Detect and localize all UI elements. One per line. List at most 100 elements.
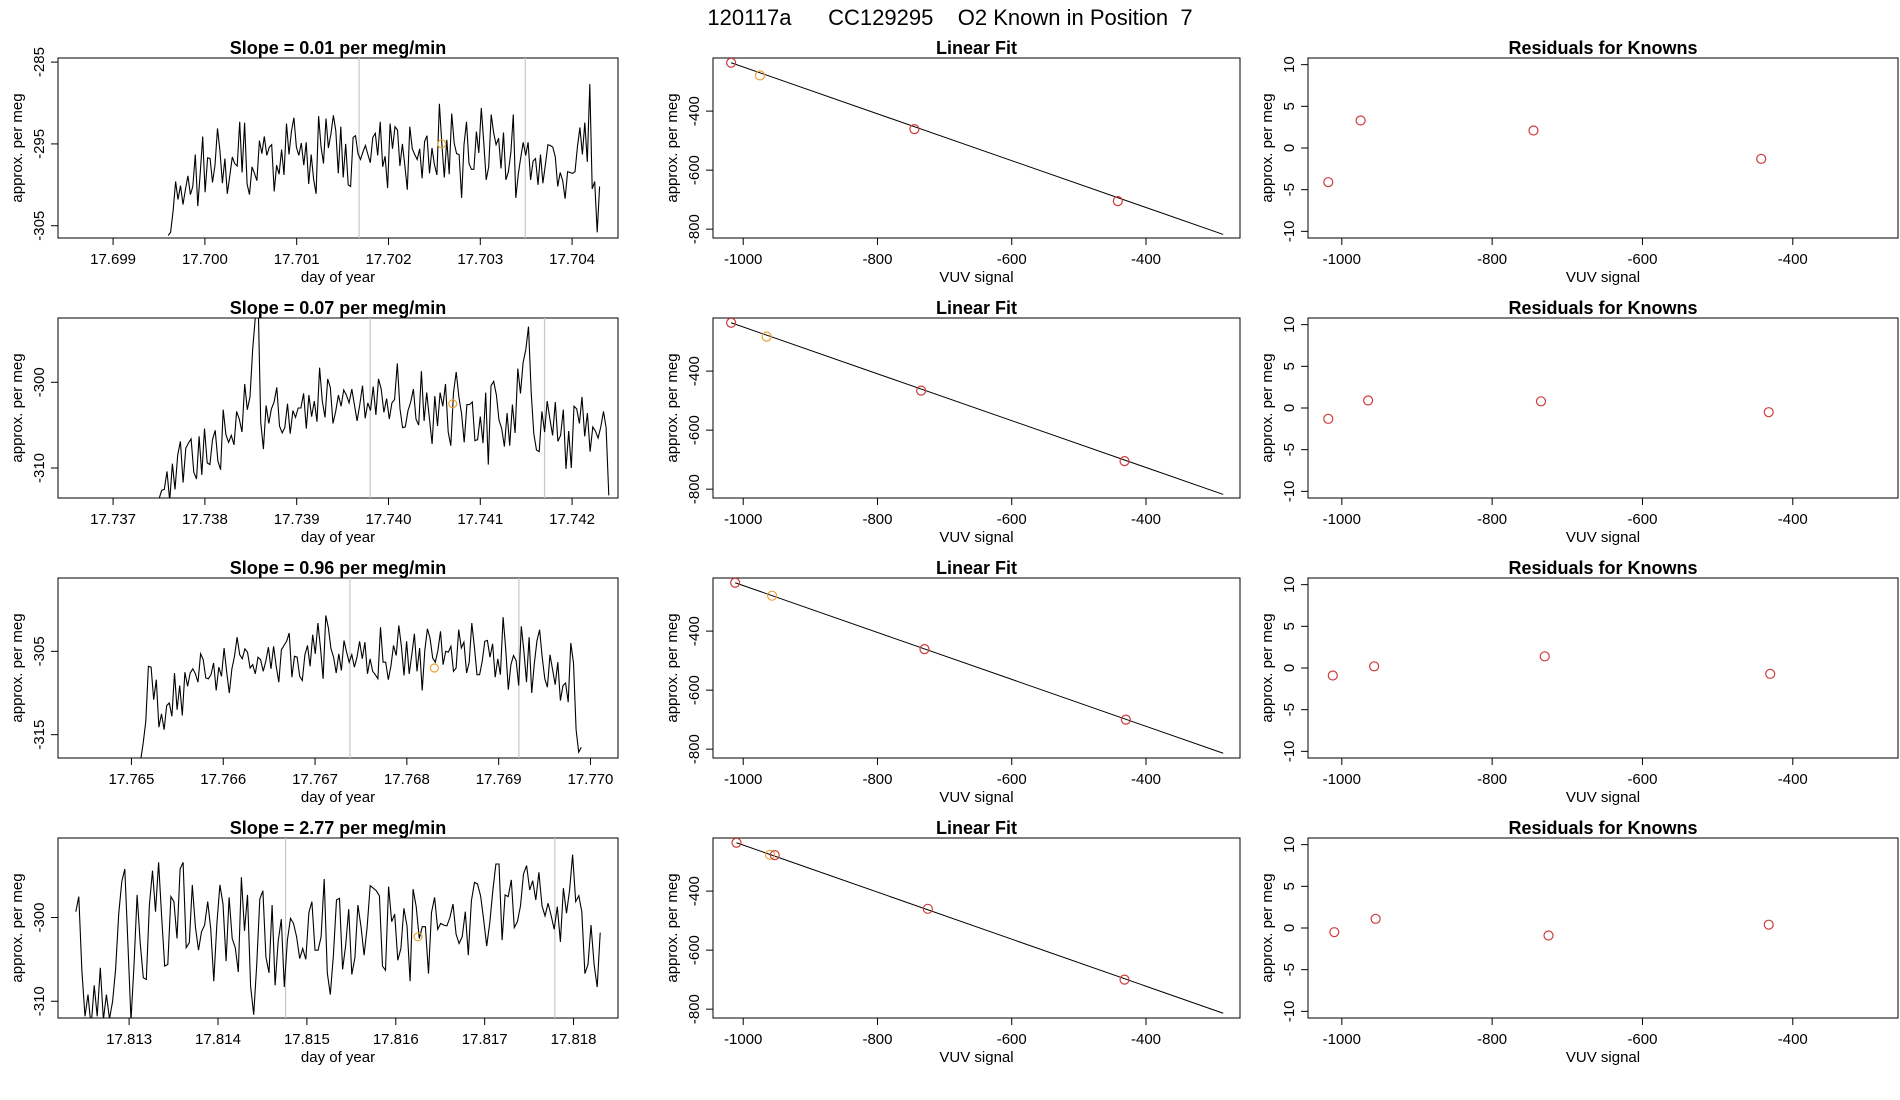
- y-tick-label: -400: [686, 356, 703, 386]
- series-line: [75, 854, 601, 1018]
- plot-frame: [712, 837, 1241, 1019]
- data-point: [1329, 927, 1340, 938]
- y-tick-label: 10: [1281, 316, 1298, 333]
- x-tick-label: 17.768: [384, 771, 430, 788]
- data-point: [769, 850, 780, 861]
- panel-resid-2: Residuals for Knowns -1000 -800 -600 -400 10 5…: [1259, 298, 1899, 546]
- plot-frame: [1307, 57, 1899, 239]
- y-axis-label: approx. per meg: [9, 93, 26, 202]
- x-tick-label: -400: [1778, 1031, 1808, 1048]
- x-axis-label: VUV signal: [1566, 269, 1640, 286]
- panel-title: Residuals for Knowns: [1508, 818, 1697, 838]
- x-tick-label: 17.741: [457, 511, 503, 528]
- y-tick-label: 0: [1281, 404, 1298, 412]
- y-tick-label: -295: [31, 129, 48, 159]
- x-axis-label: VUV signal: [1566, 529, 1640, 546]
- plot-marks: [726, 58, 1224, 235]
- x-tick-label: -400: [1778, 511, 1808, 528]
- x-tick-label: 17.818: [551, 1031, 597, 1048]
- y-tick-label: -600: [686, 155, 703, 185]
- plot-marks: [75, 838, 601, 1018]
- plot-marks: [731, 838, 1224, 1014]
- data-point: [919, 644, 930, 655]
- plot-frame: [57, 317, 619, 499]
- panel-title: Slope = 0.07 per meg/min: [230, 298, 447, 318]
- highlight-point: [448, 399, 458, 409]
- x-axis-label: VUV signal: [939, 529, 1013, 546]
- x-tick-label: -400: [1131, 1031, 1161, 1048]
- data-point: [1543, 930, 1554, 941]
- x-tick-label: 17.813: [106, 1031, 152, 1048]
- x-tick-label: -800: [862, 511, 892, 528]
- y-tick-label: -5: [1281, 963, 1298, 976]
- x-tick-label: -800: [1477, 511, 1507, 528]
- x-tick-label: 17.702: [366, 251, 412, 268]
- x-tick-label: -600: [1627, 251, 1657, 268]
- plot-marks: [140, 578, 582, 758]
- y-tick-label: -5: [1281, 703, 1298, 716]
- x-tick-label: 17.740: [366, 511, 412, 528]
- y-tick-label: -310: [31, 986, 48, 1016]
- data-point: [1323, 413, 1334, 424]
- x-tick-label: -600: [1627, 511, 1657, 528]
- data-point: [1763, 407, 1774, 418]
- y-tick-label: 0: [1281, 664, 1298, 672]
- x-tick-label: -1000: [724, 511, 762, 528]
- plot-frame: [1307, 317, 1899, 499]
- highlight-point: [413, 932, 423, 942]
- panel-resid-3: Residuals for Knowns -1000 -800 -600 -400 10 5…: [1259, 558, 1899, 806]
- x-tick-label: -1000: [724, 771, 762, 788]
- y-axis-label: approx. per meg: [1259, 353, 1276, 462]
- panel-resid-4: Residuals for Knowns -1000 -800 -600 -400 10 5…: [1259, 818, 1899, 1066]
- y-axis-label: approx. per meg: [664, 93, 681, 202]
- y-tick-label: -5: [1281, 443, 1298, 456]
- y-tick-label: -10: [1281, 740, 1298, 762]
- y-axis-label: approx. per meg: [664, 613, 681, 722]
- y-tick-label: -400: [686, 876, 703, 906]
- y-tick-label: 5: [1281, 882, 1298, 890]
- data-point: [1765, 668, 1776, 679]
- y-axis-label: approx. per meg: [1259, 613, 1276, 722]
- data-point: [1539, 651, 1550, 662]
- x-tick-label: 17.738: [182, 511, 228, 528]
- series-line: [140, 615, 582, 758]
- x-tick-label: 17.737: [90, 511, 136, 528]
- plot-marks: [167, 58, 601, 238]
- x-tick-label: -400: [1778, 771, 1808, 788]
- panel-fit-4: Linear Fit -1000 -800 -600 -400 -400 -600 -800 V…: [664, 818, 1241, 1066]
- plot-frame: [712, 317, 1241, 499]
- x-tick-label: 17.765: [108, 771, 154, 788]
- plot-frame: [712, 577, 1241, 759]
- x-tick-label: -600: [997, 771, 1027, 788]
- data-point: [1763, 919, 1774, 930]
- y-tick-label: 0: [1281, 924, 1298, 932]
- data-point: [1369, 661, 1380, 672]
- x-tick-label: -1000: [1323, 251, 1361, 268]
- y-tick-label: -800: [686, 474, 703, 504]
- data-point: [730, 578, 741, 588]
- y-tick-label: -310: [31, 453, 48, 483]
- x-tick-label: -1000: [1323, 511, 1361, 528]
- panel-title: Linear Fit: [936, 298, 1017, 318]
- figure-title: 120117a CC129295 O2 Known in Position 7: [707, 5, 1192, 30]
- y-tick-label: -10: [1281, 1000, 1298, 1022]
- x-tick-label: -1000: [1323, 1031, 1361, 1048]
- y-tick-label: -400: [686, 616, 703, 646]
- x-tick-label: 17.704: [549, 251, 595, 268]
- y-axis-label: approx. per meg: [9, 873, 26, 982]
- x-tick-label: -800: [1477, 1031, 1507, 1048]
- x-tick-label: -600: [1627, 771, 1657, 788]
- fit-line: [736, 842, 1224, 1014]
- fit-line: [730, 62, 1224, 235]
- panel-trace-4: Slope = 2.77 per meg/min 17.813 17.814 17.8…: [9, 818, 619, 1066]
- x-tick-label: -800: [862, 771, 892, 788]
- highlight-point: [429, 663, 439, 673]
- y-axis-label: approx. per meg: [1259, 93, 1276, 202]
- y-tick-label: -600: [686, 935, 703, 965]
- panel-title: Linear Fit: [936, 558, 1017, 578]
- data-point: [761, 331, 772, 342]
- data-point: [1535, 396, 1547, 407]
- x-axis-label: day of year: [301, 269, 375, 286]
- data-point: [1120, 714, 1131, 725]
